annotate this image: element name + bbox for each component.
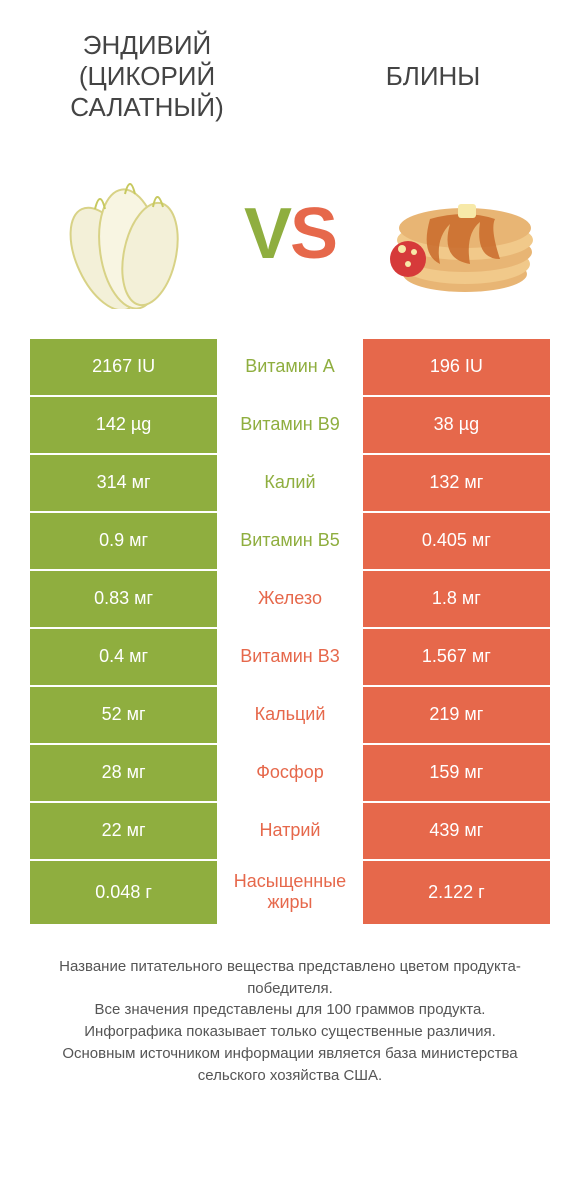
table-row: 0.83 мгЖелезо1.8 мг <box>30 571 550 629</box>
title-right: БЛИНЫ <box>316 61 550 92</box>
images-row: VS <box>0 134 580 339</box>
table-row: 142 µgВитамин B938 µg <box>30 397 550 455</box>
vs-label: VS <box>244 193 336 275</box>
table-row: 28 мгФосфор159 мг <box>30 745 550 803</box>
table-row: 2167 IUВитамин A196 IU <box>30 339 550 397</box>
cell-mid: Калий <box>217 455 363 511</box>
cell-left: 0.048 г <box>30 861 217 924</box>
cell-right: 1.8 мг <box>363 571 550 627</box>
cell-mid: Фосфор <box>217 745 363 801</box>
table-row: 314 мгКалий132 мг <box>30 455 550 513</box>
footer-line: Все значения представлены для 100 граммо… <box>30 999 550 1021</box>
cell-right: 439 мг <box>363 803 550 859</box>
cell-right: 1.567 мг <box>363 629 550 685</box>
cell-mid: Витамин B5 <box>217 513 363 569</box>
cell-left: 0.83 мг <box>30 571 217 627</box>
cell-right: 196 IU <box>363 339 550 395</box>
cell-left: 28 мг <box>30 745 217 801</box>
cell-right: 219 мг <box>363 687 550 743</box>
cell-mid: Витамин A <box>217 339 363 395</box>
cell-right: 38 µg <box>363 397 550 453</box>
footer-notes: Название питательного вещества представл… <box>30 956 550 1087</box>
vs-s: S <box>290 194 336 274</box>
cell-left: 142 µg <box>30 397 217 453</box>
footer-line: Название питательного вещества представл… <box>30 956 550 1000</box>
table-row: 22 мгНатрий439 мг <box>30 803 550 861</box>
vs-v: V <box>244 194 290 274</box>
cell-right: 2.122 г <box>363 861 550 924</box>
endive-image <box>40 154 200 314</box>
cell-left: 52 мг <box>30 687 217 743</box>
comparison-table: 2167 IUВитамин A196 IU142 µgВитамин B938… <box>30 339 550 926</box>
cell-left: 0.9 мг <box>30 513 217 569</box>
cell-mid: Витамин B9 <box>217 397 363 453</box>
table-row: 0.4 мгВитамин B31.567 мг <box>30 629 550 687</box>
cell-mid: Витамин B3 <box>217 629 363 685</box>
cell-right: 132 мг <box>363 455 550 511</box>
pancake-image <box>380 154 540 314</box>
cell-mid: Насыщенные жиры <box>217 861 363 924</box>
cell-mid: Натрий <box>217 803 363 859</box>
endive-icon <box>45 159 195 309</box>
title-left: ЭНДИВИЙ (ЦИКОРИЙ САЛАТНЫЙ) <box>30 30 264 124</box>
cell-left: 22 мг <box>30 803 217 859</box>
table-row: 52 мгКальций219 мг <box>30 687 550 745</box>
cell-right: 0.405 мг <box>363 513 550 569</box>
cell-left: 314 мг <box>30 455 217 511</box>
pancake-icon <box>380 164 540 304</box>
cell-left: 2167 IU <box>30 339 217 395</box>
cell-mid: Кальций <box>217 687 363 743</box>
cell-right: 159 мг <box>363 745 550 801</box>
header: ЭНДИВИЙ (ЦИКОРИЙ САЛАТНЫЙ) БЛИНЫ <box>0 0 580 134</box>
table-row: 0.9 мгВитамин B50.405 мг <box>30 513 550 571</box>
cell-mid: Железо <box>217 571 363 627</box>
table-row: 0.048 гНасыщенные жиры2.122 г <box>30 861 550 926</box>
footer-line: Основным источником информации является … <box>30 1043 550 1087</box>
footer-line: Инфографика показывает только существенн… <box>30 1021 550 1043</box>
cell-left: 0.4 мг <box>30 629 217 685</box>
